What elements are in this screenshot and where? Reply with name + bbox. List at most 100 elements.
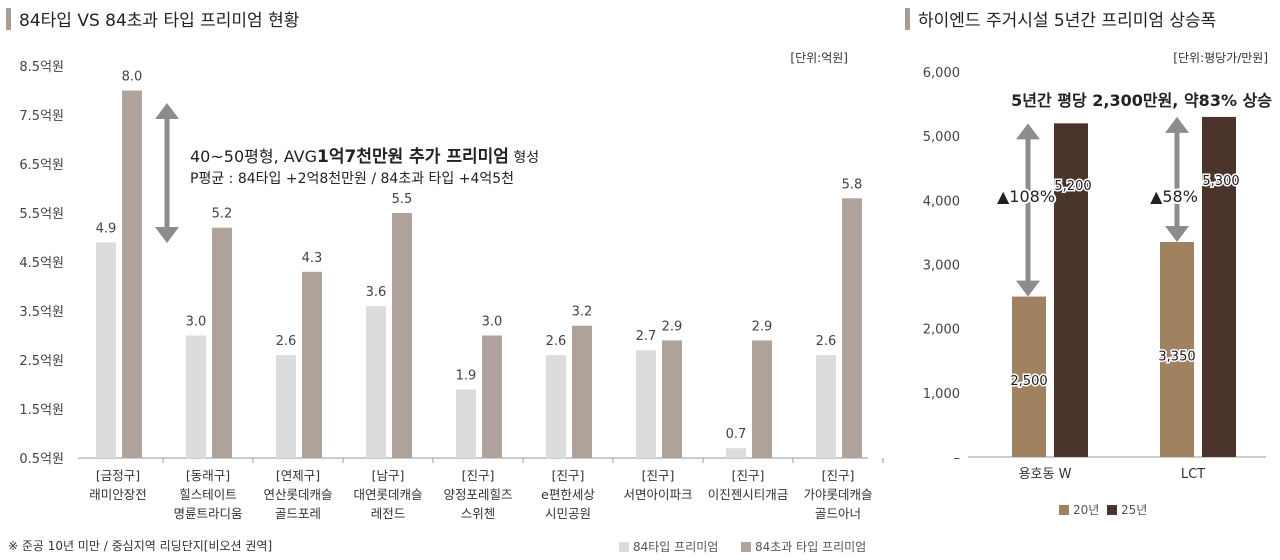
legend-swatch-84 xyxy=(619,542,629,552)
right-chart-title: 하이엔드 주거시설 5년간 프리미엄 상승폭 xyxy=(905,6,1216,31)
bar-value-label: 4.3 xyxy=(302,251,323,266)
left-y-tick-label: 6.5억원 xyxy=(19,158,64,173)
right-chart-title-text: 하이엔드 주거시설 5년간 프리미엄 상승폭 xyxy=(918,11,1217,31)
bar-year-25 xyxy=(1202,116,1236,458)
legend-label-25: 25년 xyxy=(1121,503,1147,517)
right-headline: 5년간 평당 2,300만원, 약83% 상승 xyxy=(1011,91,1272,110)
left-y-tick-label: 0.5억원 xyxy=(19,452,64,467)
left-x-category-label: 스위첸 xyxy=(461,506,496,521)
left-x-category-label: 가야롯데캐슬 xyxy=(803,487,872,502)
bar-over84-type xyxy=(752,340,772,458)
growth-arrow-yongho-head-bottom xyxy=(1016,280,1040,297)
bar-value-label: 3.6 xyxy=(366,285,387,300)
right-chart-plot: – 1,000 2,000 3,000 4,000 5,000 6,000 2,500 5,20… xyxy=(923,66,1266,482)
right-y-tick-label: 3,000 xyxy=(923,259,960,274)
left-y-tick-label: 2.5억원 xyxy=(19,354,64,369)
bar-value-label: 0.7 xyxy=(726,427,747,442)
title-accent-bar xyxy=(905,7,910,30)
growth-arrow-lct-head-bottom xyxy=(1165,226,1189,243)
left-x-category-label: [진구] xyxy=(462,468,495,483)
left-x-category-label: [진구] xyxy=(552,468,585,483)
left-x-category-label: [금정구] xyxy=(96,468,140,483)
left-chart-title-text: 84타입 VS 84초과 타입 프리미엄 현황 xyxy=(19,11,300,31)
left-x-category-label: [진구] xyxy=(642,468,675,483)
left-x-category-label: 힐스테이트 xyxy=(179,487,237,502)
annotation-line1-part-c: 형성 xyxy=(509,150,539,166)
right-y-tick-label: 2,000 xyxy=(923,323,960,338)
premium-double-arrow xyxy=(155,103,179,243)
growth-arrow-yongho xyxy=(1016,123,1040,297)
bar-84-type xyxy=(276,355,296,458)
right-x-category-label: LCT xyxy=(1181,467,1205,482)
bar-84-type xyxy=(456,389,476,458)
growth-arrow-yongho-head-top xyxy=(1016,123,1040,140)
bar-value-label: 2,500 xyxy=(1010,374,1047,389)
bar-value-label: 5.5 xyxy=(392,192,413,207)
left-x-category-label: e편한세상 xyxy=(541,487,595,502)
bar-value-label: 2.7 xyxy=(636,329,657,344)
bar-84-type xyxy=(816,355,836,458)
bar-over84-type xyxy=(572,325,592,458)
premium-double-arrow-head-bottom xyxy=(155,227,179,243)
left-unit-label: [단위:억원] xyxy=(790,51,848,65)
bar-value-label: 5.8 xyxy=(842,177,863,192)
left-x-category-label: 서면아이파크 xyxy=(623,487,692,502)
bar-value-label: 3.0 xyxy=(482,315,503,330)
bar-84-type xyxy=(366,306,386,458)
left-x-category-label: [동래구] xyxy=(186,468,230,483)
right-unit-label: [단위:평당가/만원] xyxy=(1173,51,1268,65)
bar-year-20 xyxy=(1160,242,1194,457)
left-x-category-label: [연제구] xyxy=(276,468,320,483)
bar-year-20 xyxy=(1012,296,1046,457)
bar-value-label: 3.0 xyxy=(186,315,207,330)
legend-label-over84: 84초과 타입 프리미엄 xyxy=(755,540,866,554)
right-y-tick-label: 1,000 xyxy=(923,387,960,402)
left-y-tick-label: 8.5억원 xyxy=(19,60,64,75)
legend-swatch-20 xyxy=(1059,505,1069,515)
bar-over84-type xyxy=(662,340,682,458)
bar-over84-type xyxy=(482,335,502,458)
right-x-category-label: 용호동 W xyxy=(1019,467,1072,482)
growth-arrow-lct xyxy=(1165,116,1189,243)
left-x-category-label: 골드아너 xyxy=(815,506,861,521)
bar-value-label: 5,200 xyxy=(1054,179,1091,194)
bar-value-label: 1.9 xyxy=(456,368,477,383)
left-x-category-label: 양정포레힐즈 xyxy=(443,487,512,502)
bar-over84-type xyxy=(212,227,232,458)
bar-value-label: 2.6 xyxy=(546,334,567,349)
bar-over84-type xyxy=(842,198,862,459)
annotation-line1-part-b: 1억7천만원 추가 프리미엄 xyxy=(317,147,509,167)
left-y-tick-label: 4.5억원 xyxy=(19,256,64,271)
left-x-category-label: 골드포레 xyxy=(275,506,321,521)
left-x-category-label: [남구] xyxy=(372,468,405,483)
left-y-tick-label: 3.5억원 xyxy=(19,305,64,320)
annotation-line1-part-a: 40~50평형, AVG xyxy=(190,147,317,166)
bar-over84-type xyxy=(392,213,412,458)
bar-value-label: 2.6 xyxy=(276,334,297,349)
left-x-category-label: 시민공원 xyxy=(545,506,591,521)
premium-annotation-line1: 40~50평형, AVG1억7천만원 추가 프리미엄 형성 xyxy=(190,147,539,167)
right-y-tick-label: 6,000 xyxy=(923,66,960,81)
left-x-category-label: 레전드 xyxy=(371,506,406,521)
left-chart-title: 84타입 VS 84초과 타입 프리미엄 현황 xyxy=(6,6,299,31)
legend-swatch-25 xyxy=(1107,505,1117,515)
bar-84-type xyxy=(186,335,206,458)
growth-annotation: ▲58% xyxy=(1150,187,1198,206)
bar-year-25 xyxy=(1054,123,1088,457)
left-x-category-label: 래미안장전 xyxy=(89,487,147,502)
bar-84-type xyxy=(726,448,746,458)
left-x-category-label: 대연롯데캐슬 xyxy=(353,487,422,502)
footnote: ※ 준공 10년 미만 / 중심지역 리딩단지[비오션 권역] xyxy=(8,539,272,553)
bar-over84-type xyxy=(122,90,142,458)
left-y-tick-label: 7.5억원 xyxy=(19,109,64,124)
bar-value-label: 8.0 xyxy=(122,70,143,85)
growth-annotation: ▲108% xyxy=(997,187,1055,206)
left-x-category-label: 연산롯데캐슬 xyxy=(263,487,332,502)
left-x-category-label: 명륜트라디움 xyxy=(173,506,242,521)
bar-value-label: 5.2 xyxy=(212,207,233,222)
bar-value-label: 2.6 xyxy=(816,334,837,349)
bar-value-label: 2.9 xyxy=(662,319,683,334)
bar-value-label: 2.9 xyxy=(752,319,773,334)
bar-value-label: 4.9 xyxy=(96,221,117,236)
